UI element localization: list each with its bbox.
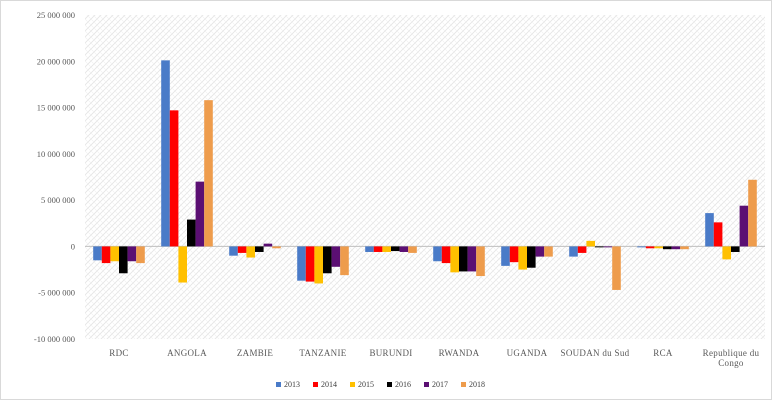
y-tick-label: 0 (71, 241, 75, 251)
bar-2016-burundi (391, 246, 400, 252)
legend-swatch-2013 (276, 382, 281, 387)
bar-2016-rwanda (459, 246, 468, 272)
x-axis: RDC ANGOLA ZAMBIE TANZANIE BURUNDI RWANDA UGAN… (109, 348, 759, 368)
bar-2013-rca (637, 246, 646, 248)
bar-2018-republique-du-congo (748, 179, 757, 247)
bar-2013-soudan-du-sud (569, 246, 578, 257)
bar-2016-angola (187, 219, 196, 247)
legend-swatch-2014 (313, 382, 318, 387)
bar-2015-rwanda (450, 246, 459, 273)
bar-2013-rwanda (433, 246, 442, 262)
bar-2014-angola (169, 110, 179, 247)
bar-2017-rca (671, 246, 681, 250)
x-tick-label: UGANDA (507, 348, 548, 358)
bar-2016-republique-du-congo (731, 246, 740, 252)
bar-2016-tanzanie (323, 246, 332, 274)
legend: 2013 2014 2015 2016 2017 2018 (276, 380, 485, 389)
bar-2018-rca (680, 246, 689, 250)
bar-2015-rdc (110, 246, 119, 262)
bar-2017-burundi (399, 246, 409, 252)
bar-2016-zambie (255, 246, 264, 252)
bar-2015-republique-du-congo (722, 246, 731, 260)
legend-label-2013: 2013 (284, 380, 300, 389)
bar-2015-tanzanie (314, 246, 323, 284)
bar-2017-angola (195, 181, 205, 247)
bar-2017-rwanda (467, 246, 477, 272)
bar-2013-angola (161, 60, 170, 247)
y-tick-label: 15 000 000 (37, 103, 75, 113)
bar-2014-rwanda (441, 246, 451, 264)
bar-2013-rdc (93, 246, 102, 261)
bar-2013-uganda (501, 246, 510, 266)
bar-2014-zambie (237, 246, 247, 253)
bar-2014-rdc (101, 246, 111, 264)
x-tick-label: RCA (653, 348, 673, 358)
bar-2018-uganda (544, 246, 553, 257)
bar-2016-rdc (119, 246, 128, 274)
bar-2017-soudan-du-sud (603, 246, 613, 248)
plot-area (85, 15, 765, 339)
x-tick-label: RDC (109, 348, 128, 358)
y-axis: 25 000 000 20 000 000 15 000 000 10 000 000… (34, 10, 75, 344)
bar-2017-tanzanie (331, 246, 341, 267)
bar-2015-uganda (518, 246, 527, 270)
bar-2016-soudan-du-sud (595, 246, 604, 248)
legend-swatch-2017 (424, 382, 429, 387)
y-tick-label: 20 000 000 (37, 56, 75, 66)
x-tick-label: ANGOLA (167, 348, 207, 358)
x-tick-label: BURUNDI (369, 348, 412, 358)
bar-2018-rwanda (476, 246, 485, 277)
legend-swatch-2018 (461, 382, 466, 387)
x-tick-label: Republique du Congo (703, 348, 760, 368)
bar-2018-soudan-du-sud (612, 246, 621, 290)
legend-swatch-2016 (387, 382, 392, 387)
x-tick-label: RWANDA (439, 348, 480, 358)
bar-2013-zambie (229, 246, 238, 256)
bar-2017-zambie (263, 243, 273, 247)
bar-2013-republique-du-congo (705, 213, 714, 247)
bar-2015-zambie (246, 246, 255, 258)
bar-2017-rdc (127, 246, 137, 262)
bar-2014-rca (645, 246, 655, 249)
bar-2018-burundi (408, 246, 417, 253)
bar-2013-tanzanie (297, 246, 306, 281)
bar-2015-burundi (382, 246, 391, 252)
bar-2017-uganda (535, 246, 545, 257)
legend-label-2018: 2018 (469, 380, 485, 389)
bars-group (93, 60, 757, 290)
legend-label-2016: 2016 (395, 380, 411, 389)
bar-2018-rdc (136, 246, 145, 264)
bar-2014-republique-du-congo (713, 222, 723, 247)
bar-2014-soudan-du-sud (577, 246, 587, 253)
bar-2018-tanzanie (340, 246, 349, 276)
legend-label-2017: 2017 (432, 380, 448, 389)
bar-2018-angola (204, 100, 213, 247)
x-tick-label: SOUDAN du Sud (561, 348, 630, 358)
x-tick-label: ZAMBIE (237, 348, 273, 358)
y-tick-label: -10 000 000 (34, 334, 75, 344)
bar-2016-uganda (527, 246, 536, 268)
y-tick-label: 5 000 000 (41, 195, 75, 205)
bar-2013-burundi (365, 246, 374, 252)
y-tick-label: -5 000 000 (38, 288, 75, 298)
bar-2015-angola (178, 246, 187, 283)
bar-2014-tanzanie (305, 246, 315, 282)
bar-2014-uganda (509, 246, 519, 263)
legend-swatch-2015 (350, 382, 355, 387)
bar-2014-burundi (373, 246, 383, 252)
y-tick-label: 10 000 000 (37, 149, 75, 159)
bar-2015-rca (654, 246, 663, 249)
x-tick-label: TANZANIE (299, 348, 346, 358)
legend-label-2015: 2015 (358, 380, 374, 389)
legend-label-2014: 2014 (321, 380, 337, 389)
bar-2015-soudan-du-sud (586, 240, 595, 247)
bar-2016-rca (663, 246, 672, 250)
bar-2017-republique-du-congo (739, 205, 749, 247)
bar-2018-zambie (272, 246, 281, 249)
y-tick-label: 25 000 000 (37, 10, 75, 20)
